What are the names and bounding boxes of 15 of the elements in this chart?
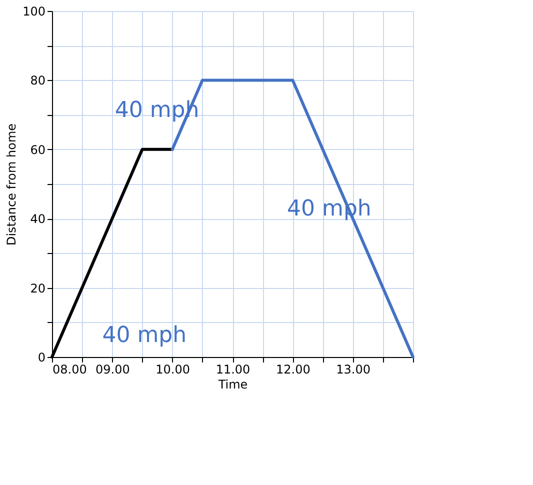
x-tick-label: 12.00 <box>276 362 310 376</box>
y-tick-label: 20 <box>30 281 46 296</box>
x-axis-title: Time <box>217 378 248 392</box>
y-axis-title: Distance from home <box>4 123 19 246</box>
x-tick-label: 13.00 <box>336 362 371 376</box>
x-tick-label: 10.00 <box>156 362 190 376</box>
annotation: 40 mph <box>102 322 187 348</box>
x-tick-label: 11.00 <box>216 362 250 376</box>
y-tick-label: 0 <box>38 350 46 364</box>
x-tick-label: 09.00 <box>95 362 130 376</box>
x-tick-label: 08.00 <box>52 362 87 376</box>
y-tick-label: 40 <box>30 212 46 226</box>
y-tick-label: 60 <box>30 142 46 157</box>
y-tick-label: 80 <box>30 74 46 88</box>
y-tick-label: 100 <box>22 4 46 18</box>
